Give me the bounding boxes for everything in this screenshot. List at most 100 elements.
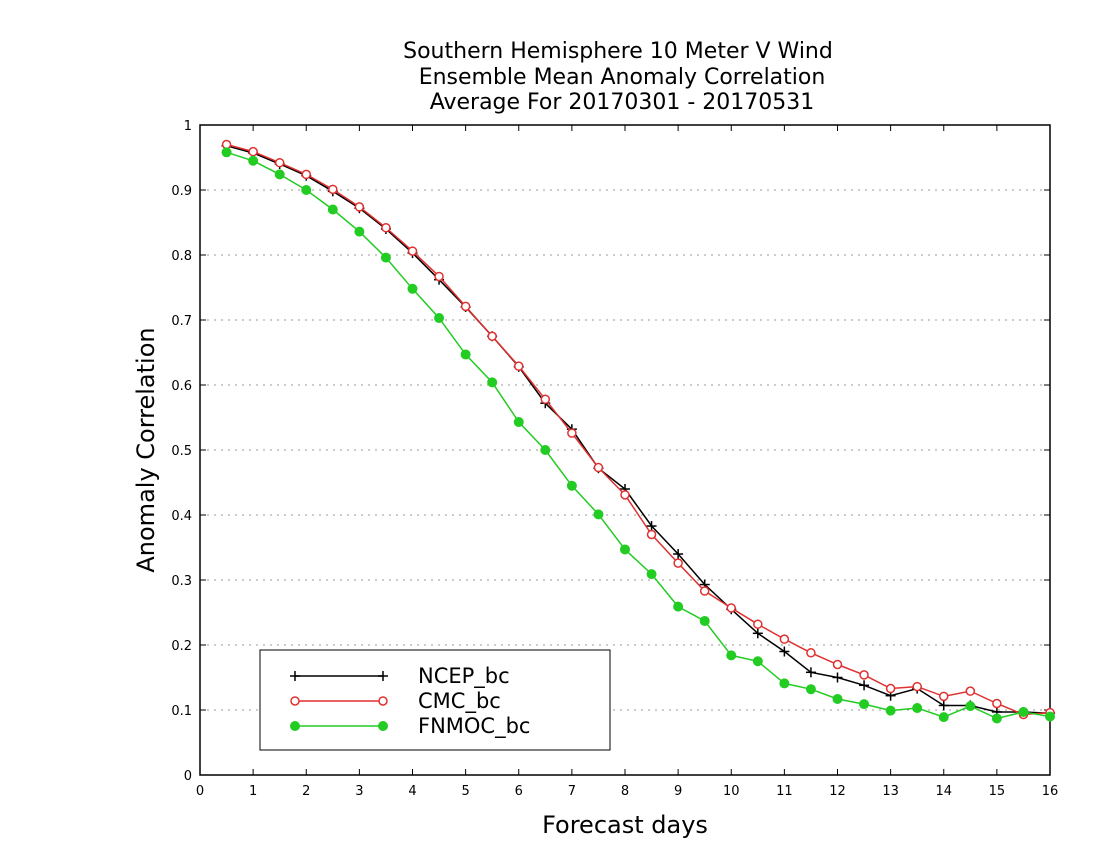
data-point: [460, 349, 471, 360]
data-point: [859, 680, 870, 691]
data-point: [832, 693, 843, 704]
data-point: [620, 544, 630, 555]
data-point: [1045, 711, 1055, 722]
x-tick-label: 9: [674, 784, 682, 799]
data-point: [806, 648, 816, 658]
x-tick-label: 13: [882, 784, 899, 799]
data-point: [221, 147, 232, 158]
data-point: [407, 283, 418, 294]
data-point: [938, 712, 949, 723]
data-point: [673, 558, 683, 568]
legend-marker: [290, 721, 300, 731]
data-point: [248, 155, 259, 166]
legend-marker: [378, 721, 388, 731]
data-point: [540, 445, 551, 455]
data-point: [514, 361, 524, 371]
data-point: [487, 377, 498, 388]
series-line: [226, 143, 1051, 716]
title-line-1: Southern Hemisphere 10 Meter V Wind: [403, 39, 833, 64]
data-point: [540, 394, 551, 405]
x-tick-label: 7: [568, 784, 576, 799]
x-tick-label: 2: [302, 784, 310, 799]
legend-entry: CMC_bc: [290, 689, 501, 714]
data-point: [832, 672, 843, 683]
data-point: [859, 670, 869, 680]
data-point: [354, 202, 365, 212]
y-tick-label: 0.5: [171, 444, 192, 459]
legend-marker: [378, 696, 388, 706]
data-point: [513, 417, 524, 428]
y-tick-label: 0.3: [171, 574, 192, 589]
data-point: [726, 650, 737, 661]
legend-marker: [290, 671, 300, 681]
x-tick-label: 3: [355, 784, 363, 799]
y-tick-label: 0.1: [171, 704, 192, 719]
data-point: [593, 509, 604, 520]
data-point: [965, 686, 976, 696]
legend-marker: [290, 696, 300, 706]
x-tick-label: 0: [196, 784, 204, 799]
data-point: [939, 691, 949, 702]
x-tick-label: 8: [621, 784, 629, 799]
data-point: [885, 683, 896, 694]
data-point: [1018, 706, 1029, 717]
data-point: [593, 462, 604, 473]
series-NCEP_bc: [221, 140, 1055, 719]
data-point: [779, 678, 790, 689]
x-tick-label: 12: [829, 784, 846, 799]
legend-marker: [378, 671, 388, 681]
data-point: [646, 521, 657, 532]
data-point: [779, 634, 790, 644]
legend-entry: FNMOC_bc: [290, 714, 530, 739]
data-point: [938, 700, 949, 711]
data-point: [805, 667, 816, 678]
data-point: [673, 549, 684, 559]
y-tick-label: 0.4: [171, 509, 192, 524]
data-point: [646, 529, 657, 540]
y-tick-label: 0.9: [171, 184, 192, 199]
data-point: [752, 656, 763, 667]
y-tick-label: 0: [184, 769, 192, 784]
data-point: [274, 169, 285, 180]
data-point: [434, 313, 445, 324]
x-tick-label: 11: [776, 784, 793, 799]
data-point: [327, 204, 338, 215]
legend-box: [259, 649, 611, 751]
data-point: [301, 185, 312, 195]
legend-label: NCEP_bc: [418, 664, 510, 689]
x-tick-label: 1: [249, 784, 257, 799]
x-tick-label: 10: [723, 784, 740, 799]
data-point: [354, 226, 365, 237]
data-point: [381, 222, 391, 233]
legend-label: FNMOC_bc: [418, 714, 530, 739]
data-point: [566, 480, 577, 491]
data-point: [805, 684, 816, 695]
data-point: [992, 698, 1002, 709]
series-FNMOC_bc: [221, 147, 1055, 724]
data-point: [753, 619, 763, 629]
data-point: [912, 681, 922, 692]
data-point: [991, 713, 1002, 724]
data-point: [965, 701, 976, 712]
data-point: [912, 703, 923, 714]
data-point: [859, 699, 870, 710]
series-line: [226, 151, 1051, 720]
data-point: [274, 157, 285, 168]
title-line-2: Ensemble Mean Anomaly Correlation: [419, 65, 826, 90]
data-point: [726, 603, 736, 613]
data-point: [620, 490, 630, 500]
data-point: [779, 646, 790, 657]
y-tick-label: 0.6: [171, 379, 192, 394]
y-tick-label: 0.2: [171, 639, 192, 654]
data-point: [699, 615, 710, 626]
grid-lines: [200, 189, 1050, 711]
axis-ticks: 00.10.20.30.40.50.60.70.80.910 1 2 3 4 5 6 7 8 9 1…: [171, 119, 1058, 799]
data-point: [885, 705, 896, 716]
y-tick-label: 1: [184, 119, 192, 134]
data-point: [646, 569, 657, 580]
data-point: [328, 184, 338, 195]
data-point: [567, 428, 577, 438]
x-axis-label: Forecast days: [542, 811, 708, 839]
